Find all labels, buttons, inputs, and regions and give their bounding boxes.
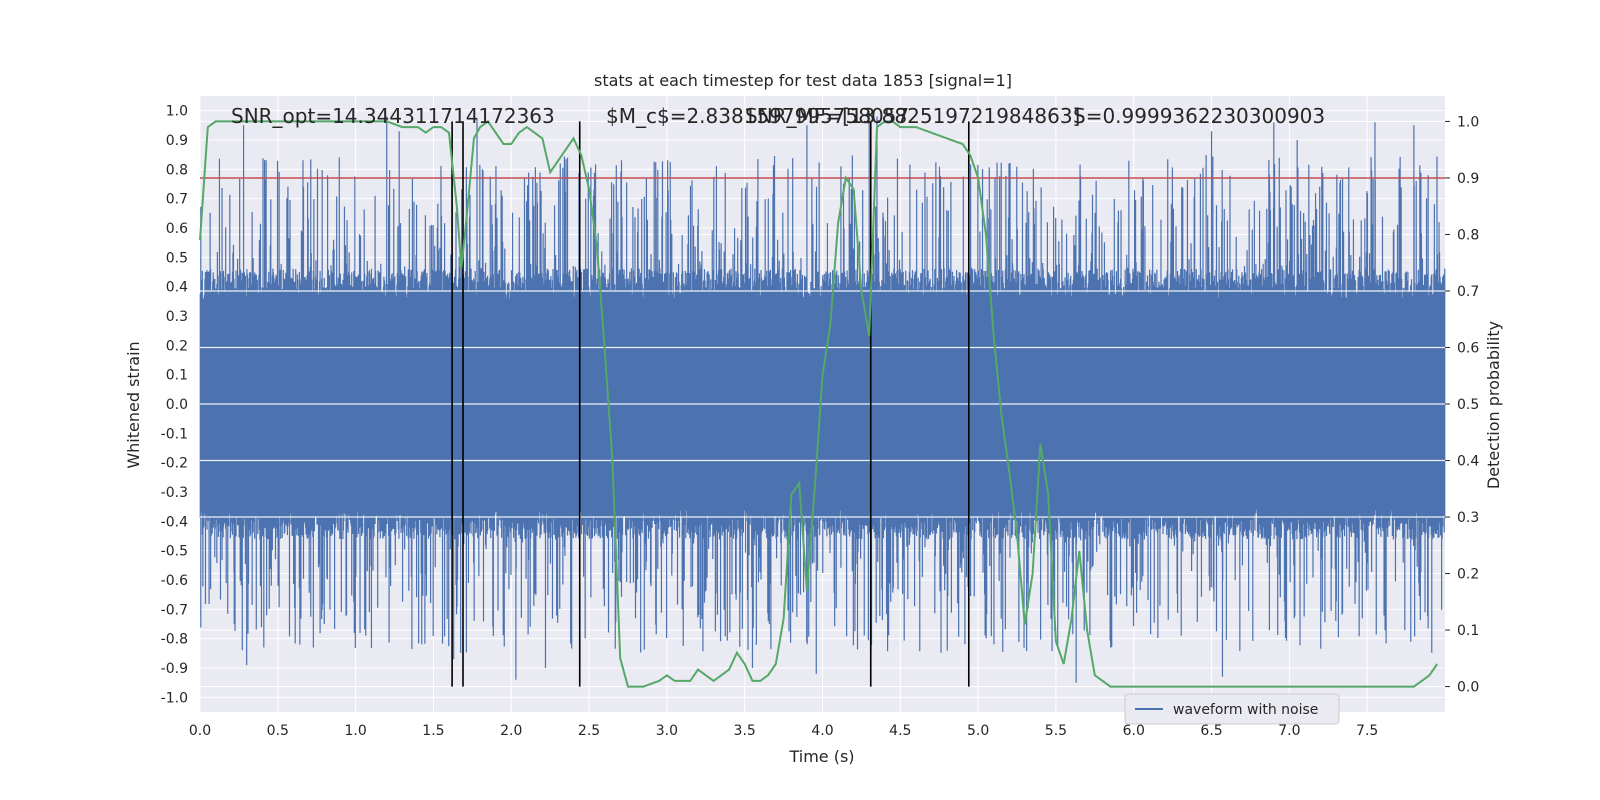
y2-tick-label: 0.4 xyxy=(1457,454,1479,470)
x-tick-label: 1.5 xyxy=(422,723,444,739)
x-axis-label: Time (s) xyxy=(788,747,854,766)
y2-tick-label: 0.1 xyxy=(1457,623,1479,639)
y-tick-label: -0.1 xyxy=(161,426,188,442)
x-tick-label: 2.0 xyxy=(500,723,522,739)
y-tick-label: 0.4 xyxy=(166,280,188,296)
y2-tick-label: 0.6 xyxy=(1457,340,1479,356)
y-tick-label: 0.5 xyxy=(166,250,188,266)
y-tick-label: 1.0 xyxy=(166,104,188,120)
x-tick-label: 5.0 xyxy=(967,723,989,739)
y2-tick-label: 0.0 xyxy=(1457,680,1479,696)
x-tick-labels: 0.0 0.5 1.0 1.5 2.0 2.5 3.0 3.5 4.0 4.5 5.0 5.5 6.0 6… xyxy=(189,723,1378,739)
y-tick-label: 0.6 xyxy=(166,221,188,237)
y2-tick-labels: 1.0 0.9 0.8 0.7 0.6 0.5 0.4 0.3 0.2 0.1 0.0 xyxy=(1457,114,1479,695)
x-tick-label: 3.0 xyxy=(656,723,678,739)
y2-tick-label: 0.5 xyxy=(1457,397,1479,413)
y-tick-label: 0.3 xyxy=(166,309,188,325)
x-tick-label: 3.5 xyxy=(734,723,756,739)
chart-title: stats at each timestep for test data 185… xyxy=(594,71,1012,90)
x-tick-label: 4.5 xyxy=(889,723,911,739)
y-tick-label: 0.8 xyxy=(166,162,188,178)
annotation-mc: $M_c$=2.8381597995758057 xyxy=(606,104,909,128)
x-tick-label: 5.5 xyxy=(1045,723,1067,739)
x-tick-label: 6.5 xyxy=(1200,723,1222,739)
probability-series xyxy=(199,119,1439,688)
x-tick-label: 7.0 xyxy=(1278,723,1300,739)
y-tick-label: 0.0 xyxy=(166,397,188,413)
waveform-trace xyxy=(199,110,1446,683)
y-tick-label: -0.5 xyxy=(161,544,188,560)
y-axis-label: Whitened strain xyxy=(124,341,143,468)
x-tick-label: 0.5 xyxy=(267,723,289,739)
legend: waveform with noise xyxy=(1124,693,1340,725)
y-tick-label: 0.1 xyxy=(166,368,188,384)
y2-tick-label: 1.0 xyxy=(1457,114,1479,130)
y-tick-label: -0.2 xyxy=(161,456,188,472)
y2-tick-label: 0.8 xyxy=(1457,227,1479,243)
y2-tick-label: 0.3 xyxy=(1457,510,1479,526)
waveform-series xyxy=(199,110,1446,683)
event-markers xyxy=(451,121,970,687)
x-tick-label: 7.5 xyxy=(1356,723,1378,739)
y-tick-label: -0.3 xyxy=(161,485,188,501)
x-tick-label: 6.0 xyxy=(1123,723,1145,739)
annotation-snr-mf: SNR_MF=[13.882519721984863] xyxy=(745,104,1080,128)
y-tick-labels: 1.0 0.9 0.8 0.7 0.6 0.5 0.4 0.3 0.2 0.1 0.0 -0.1 -0.… xyxy=(161,104,188,707)
annotation-s: S=0.9999362230300903 xyxy=(1073,104,1325,128)
y-tick-label: 0.2 xyxy=(166,338,188,354)
y2-tick-label: 0.9 xyxy=(1457,171,1479,187)
legend-box xyxy=(1124,693,1340,725)
y-tick-label: -0.7 xyxy=(161,602,188,618)
probability-line xyxy=(199,119,1439,688)
y-tick-label: 0.9 xyxy=(166,133,188,149)
y-tick-label: -0.6 xyxy=(161,573,188,589)
y2-tick-label: 0.2 xyxy=(1457,567,1479,583)
y-tick-label: -0.9 xyxy=(161,661,188,677)
y-tick-label: -1.0 xyxy=(161,690,188,706)
y-tick-label: -0.8 xyxy=(161,632,188,648)
y-tick-label: 0.7 xyxy=(166,192,188,208)
x-tick-label: 0.0 xyxy=(189,723,211,739)
y2-axis-label: Detection probability xyxy=(1484,321,1503,489)
annotation-snr-opt: SNR_opt=14.344311714172363 xyxy=(231,104,555,128)
x-tick-label: 4.0 xyxy=(811,723,833,739)
y2-tick-label: 0.7 xyxy=(1457,284,1479,300)
y-tick-label: -0.4 xyxy=(161,514,188,530)
x-tick-label: 1.0 xyxy=(344,723,366,739)
legend-label: waveform with noise xyxy=(1173,702,1318,718)
x-tick-label: 2.5 xyxy=(578,723,600,739)
